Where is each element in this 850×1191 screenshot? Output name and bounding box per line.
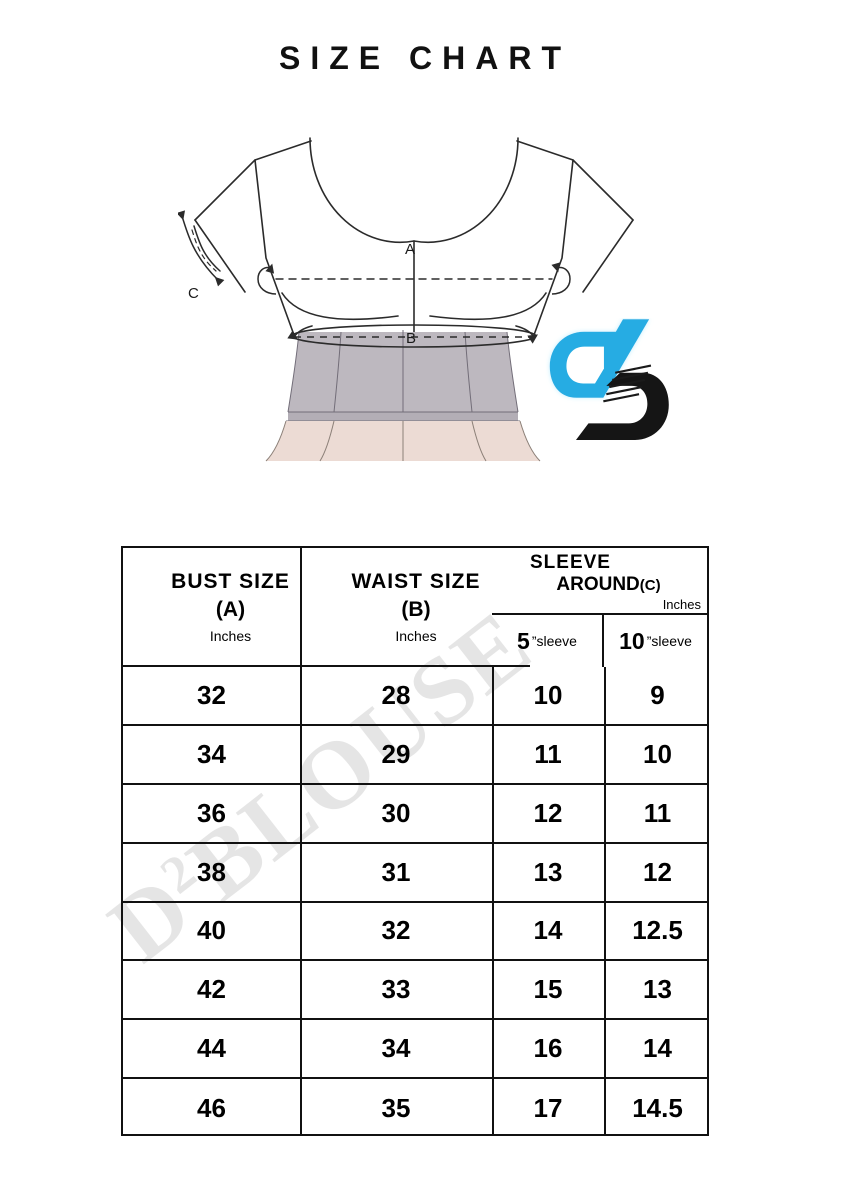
svg-text:C: C — [188, 285, 199, 302]
svg-text:B: B — [406, 330, 416, 347]
svg-text:A: A — [405, 241, 415, 258]
